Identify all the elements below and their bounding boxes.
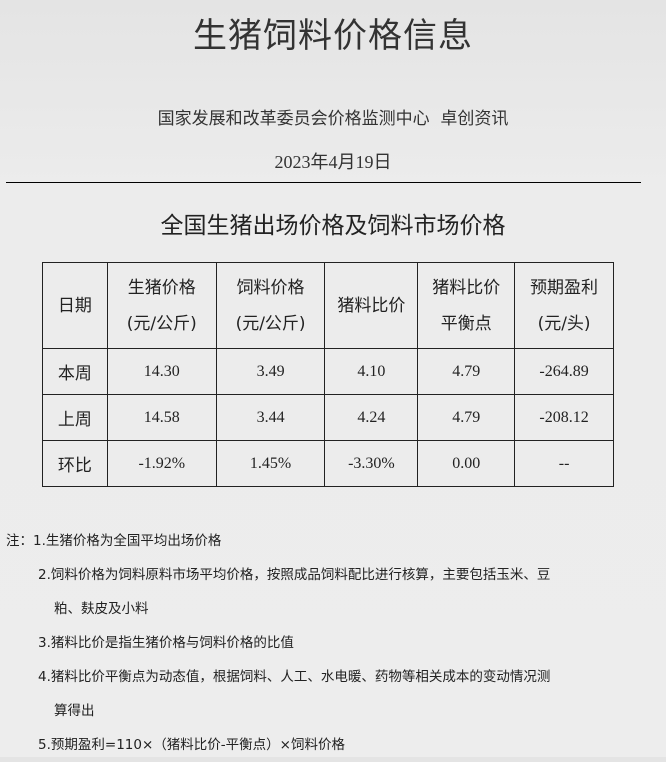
note-item: 3.猪料比价是指生猪价格与饲料价格的比值 — [38, 635, 294, 651]
cell: -1.92% — [106, 440, 217, 487]
cell: 0.00 — [417, 440, 516, 487]
cell: 14.58 — [106, 394, 217, 441]
header-date: 日期 — [42, 262, 108, 349]
cell: 4.10 — [324, 348, 419, 395]
header-feed-price: 饲料价格 (元/公斤) — [215, 262, 326, 349]
cell: 3.44 — [215, 394, 326, 441]
header-hog-price: 生猪价格 (元/公斤) — [106, 262, 217, 349]
cell: 4.79 — [417, 348, 516, 395]
cell: 3.49 — [215, 348, 326, 395]
row-label: 上周 — [42, 394, 108, 441]
header-breakeven: 猪料比价 平衡点 — [417, 262, 516, 349]
price-table: 日期 生猪价格 (元/公斤) 饲料价格 (元/公斤) 猪料比价 猪料比价 平衡点 预期… — [42, 262, 614, 487]
header-profit: 预期盈利 (元/头) — [514, 262, 614, 349]
source-line: 国家发展和改革委员会价格监测中心 卓创资讯 — [157, 109, 509, 129]
cell: -3.30% — [324, 440, 419, 487]
cell: 1.45% — [215, 440, 326, 487]
publish-date: 2023年4月19日 — [274, 152, 392, 172]
page-title: 生猪饲料价格信息 — [193, 16, 473, 56]
row-label: 环比 — [42, 440, 108, 487]
cell: -- — [514, 440, 614, 487]
cell: 4.79 — [417, 394, 516, 441]
note-item-continued: 粕、麸皮及小料 — [54, 601, 149, 617]
table-row: 环比 -1.92% 1.45% -3.30% 0.00 -- — [42, 440, 614, 487]
row-label: 本周 — [42, 348, 108, 395]
note-item-continued: 算得出 — [54, 703, 95, 719]
section-title: 全国生猪出场价格及饲料市场价格 — [160, 213, 506, 239]
cell: 4.24 — [324, 394, 419, 441]
note-item: 注：1.生猪价格为全国平均出场价格 — [6, 533, 222, 549]
note-item: 5.预期盈利=110×（猪料比价-平衡点）×饲料价格 — [38, 737, 345, 753]
note-item: 2.饲料价格为饲料原料市场平均价格，按照成品饲料配比进行核算，主要包括玉米、豆 — [38, 567, 551, 583]
table-row: 上周 14.58 3.44 4.24 4.79 -208.12 — [42, 394, 614, 441]
cell: 14.30 — [106, 348, 217, 395]
cell: -264.89 — [514, 348, 614, 395]
table-row: 本周 14.30 3.49 4.10 4.79 -264.89 — [42, 348, 614, 395]
divider — [6, 182, 641, 183]
header-ratio: 猪料比价 — [324, 262, 419, 349]
table-header-row: 日期 生猪价格 (元/公斤) 饲料价格 (元/公斤) 猪料比价 猪料比价 平衡点 预期… — [42, 262, 614, 349]
notes: 注：1.生猪价格为全国平均出场价格 2.饲料价格为饲料原料市场平均价格，按照成品… — [6, 524, 656, 762]
cell: -208.12 — [514, 394, 614, 441]
note-item: 4.猪料比价平衡点为动态值，根据饲料、人工、水电暖、药物等相关成本的变动情况测 — [38, 669, 551, 685]
